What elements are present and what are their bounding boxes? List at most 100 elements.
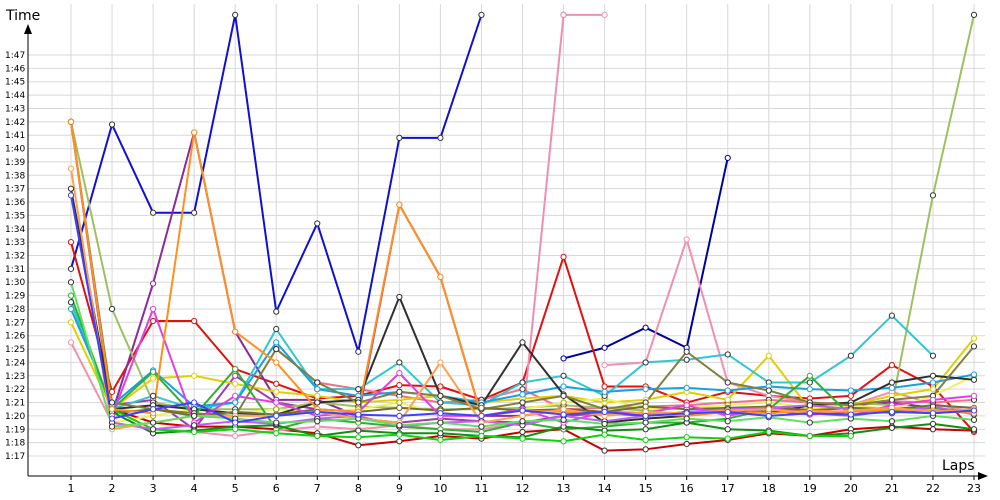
data-point bbox=[396, 404, 403, 411]
data-point bbox=[560, 438, 567, 445]
data-point bbox=[970, 416, 978, 424]
data-point bbox=[232, 432, 239, 440]
data-point bbox=[478, 404, 485, 411]
data-point bbox=[806, 419, 813, 426]
data-point bbox=[847, 392, 854, 399]
data-point bbox=[765, 387, 772, 394]
data-point bbox=[108, 305, 116, 313]
data-point bbox=[806, 379, 813, 386]
data-point bbox=[806, 432, 813, 440]
data-point bbox=[929, 372, 937, 379]
data-point bbox=[519, 391, 526, 398]
y-tick-label: 1:35 bbox=[5, 211, 25, 221]
data-point bbox=[191, 209, 198, 216]
data-point bbox=[67, 185, 75, 192]
data-point bbox=[519, 428, 526, 436]
y-axis-arrow bbox=[24, 24, 32, 34]
data-point bbox=[765, 428, 772, 436]
data-point bbox=[724, 435, 731, 442]
data-point bbox=[601, 420, 608, 428]
data-point bbox=[355, 434, 362, 441]
data-point bbox=[232, 11, 239, 18]
data-point bbox=[888, 408, 896, 415]
data-point bbox=[724, 387, 731, 394]
x-tick-label: 21 bbox=[885, 482, 899, 495]
data-point bbox=[888, 379, 896, 386]
data-point bbox=[149, 368, 157, 375]
y-tick-label: 1:23 bbox=[5, 372, 25, 382]
data-point bbox=[724, 418, 731, 425]
data-point bbox=[396, 201, 403, 208]
data-point bbox=[560, 416, 567, 424]
data-point bbox=[929, 426, 937, 433]
x-tick-label: 3 bbox=[150, 482, 157, 495]
y-tick-label: 1:22 bbox=[5, 385, 25, 395]
y-tick-label: 1:46 bbox=[5, 64, 25, 74]
data-point bbox=[970, 376, 978, 383]
data-point bbox=[314, 392, 321, 399]
data-point bbox=[314, 418, 321, 425]
data-point bbox=[108, 121, 116, 128]
data-point bbox=[847, 411, 854, 418]
data-point bbox=[683, 410, 690, 417]
x-tick-label: 23 bbox=[967, 482, 981, 495]
y-tick-label: 1:24 bbox=[5, 358, 25, 368]
y-tick-label: 1:41 bbox=[5, 131, 25, 141]
x-tick-label: 10 bbox=[433, 482, 447, 495]
data-point bbox=[642, 426, 649, 433]
data-point bbox=[601, 408, 608, 415]
data-point bbox=[273, 345, 280, 353]
data-point bbox=[970, 335, 978, 342]
series-line bbox=[111, 408, 975, 452]
data-point bbox=[67, 118, 75, 125]
y-axis-title: Time bbox=[5, 8, 40, 24]
data-point bbox=[519, 407, 526, 414]
data-point bbox=[273, 339, 280, 346]
data-point bbox=[724, 154, 731, 162]
data-point bbox=[67, 192, 75, 199]
data-point bbox=[273, 412, 280, 419]
data-point bbox=[437, 134, 444, 141]
data-point bbox=[560, 372, 567, 379]
data-point bbox=[642, 386, 649, 393]
data-point bbox=[273, 325, 280, 333]
x-tick-label: 8 bbox=[355, 482, 362, 495]
y-tick-label: 1:34 bbox=[5, 225, 25, 235]
x-tick-label: 9 bbox=[396, 482, 403, 495]
data-point bbox=[437, 436, 444, 444]
data-point bbox=[601, 11, 608, 18]
data-point bbox=[929, 386, 937, 393]
data-point bbox=[314, 386, 321, 393]
data-point bbox=[970, 392, 978, 399]
y-tick-label: 1:40 bbox=[5, 145, 25, 155]
y-tick-label: 1:29 bbox=[5, 292, 25, 302]
data-point bbox=[149, 280, 157, 287]
data-point bbox=[191, 372, 198, 379]
y-tick-labels: 1:17 1:18 1:19 1:20 1:21 1:22 1:23 1:24 1:25 1:26… bbox=[5, 51, 25, 462]
x-tick-label: 1 bbox=[68, 482, 75, 495]
data-point bbox=[560, 11, 567, 18]
data-point bbox=[396, 370, 403, 377]
x-tick-label: 22 bbox=[926, 482, 940, 495]
data-point bbox=[232, 392, 239, 399]
x-tick-label: 20 bbox=[844, 482, 858, 495]
data-point bbox=[519, 412, 526, 419]
y-tick-label: 1:43 bbox=[5, 104, 25, 114]
data-point bbox=[765, 412, 772, 419]
data-point bbox=[232, 426, 239, 433]
data-point bbox=[560, 406, 567, 413]
data-point bbox=[724, 396, 731, 403]
data-point bbox=[232, 380, 239, 387]
data-point bbox=[355, 399, 362, 406]
data-point bbox=[929, 420, 937, 428]
data-point bbox=[683, 415, 690, 422]
data-point bbox=[232, 399, 239, 406]
data-point bbox=[67, 239, 75, 246]
data-point bbox=[970, 426, 978, 433]
data-point bbox=[273, 430, 280, 437]
data-point bbox=[67, 292, 75, 299]
y-tick-label: 1:21 bbox=[5, 399, 25, 409]
data-point bbox=[888, 424, 896, 432]
data-point bbox=[437, 410, 444, 417]
data-point bbox=[108, 399, 116, 406]
